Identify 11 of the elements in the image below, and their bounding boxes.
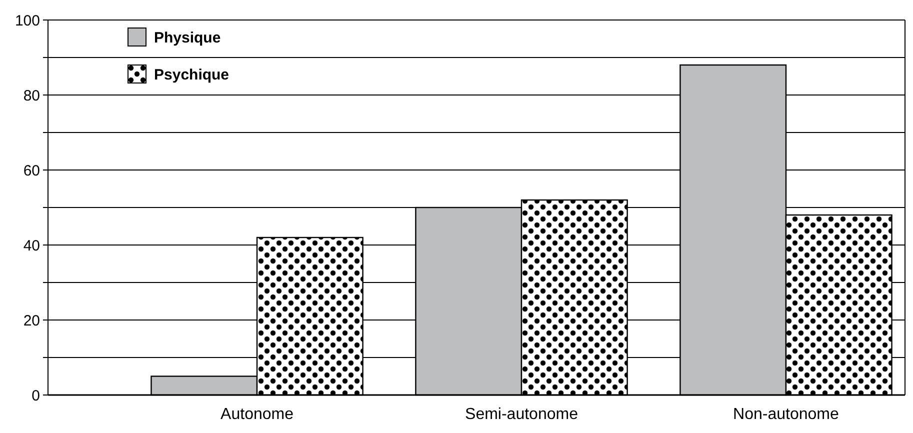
y-tick-label: 0 bbox=[32, 387, 40, 404]
y-tick-label: 80 bbox=[23, 87, 40, 104]
legend-label: Psychique bbox=[154, 66, 230, 84]
y-tick-label: 40 bbox=[23, 237, 40, 254]
x-tick-label: Autonome bbox=[220, 406, 294, 423]
x-tick-label: Semi-autonome bbox=[465, 406, 578, 423]
y-tick-label: 100 bbox=[14, 12, 40, 30]
legend-label: Physique bbox=[154, 29, 221, 46]
y-tick-label: 20 bbox=[23, 312, 40, 330]
x-tick-label: Non-autonome bbox=[733, 406, 840, 423]
y-tick-label: 60 bbox=[23, 162, 40, 180]
